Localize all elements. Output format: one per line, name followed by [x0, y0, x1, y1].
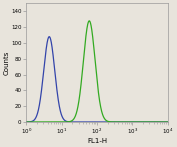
X-axis label: FL1-H: FL1-H — [87, 138, 107, 143]
Y-axis label: Counts: Counts — [4, 51, 10, 75]
